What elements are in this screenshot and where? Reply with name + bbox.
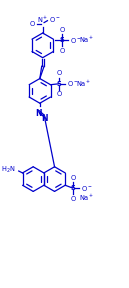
Text: S: S <box>70 185 75 191</box>
Text: O$^-$: O$^-$ <box>49 15 61 24</box>
Text: N: N <box>41 114 48 123</box>
Text: Na$^+$: Na$^+$ <box>76 79 92 89</box>
Text: O$^-$: O$^-$ <box>81 184 92 193</box>
Text: N: N <box>36 109 42 118</box>
Text: O: O <box>56 91 62 97</box>
Text: O: O <box>56 70 62 76</box>
Text: O: O <box>59 48 64 54</box>
Text: O$^-$: O$^-$ <box>70 36 82 45</box>
Text: S: S <box>59 37 64 43</box>
Text: O: O <box>70 196 75 202</box>
Text: O: O <box>70 175 75 181</box>
Text: O$^-$: O$^-$ <box>67 79 79 88</box>
Text: O: O <box>30 20 35 26</box>
Text: N$^+$: N$^+$ <box>37 15 48 25</box>
Text: H$_2$N: H$_2$N <box>1 165 16 175</box>
Text: O: O <box>59 26 64 33</box>
Text: Na$^+$: Na$^+$ <box>79 35 94 45</box>
Text: Na$^+$: Na$^+$ <box>79 192 94 203</box>
Text: S: S <box>57 81 61 87</box>
